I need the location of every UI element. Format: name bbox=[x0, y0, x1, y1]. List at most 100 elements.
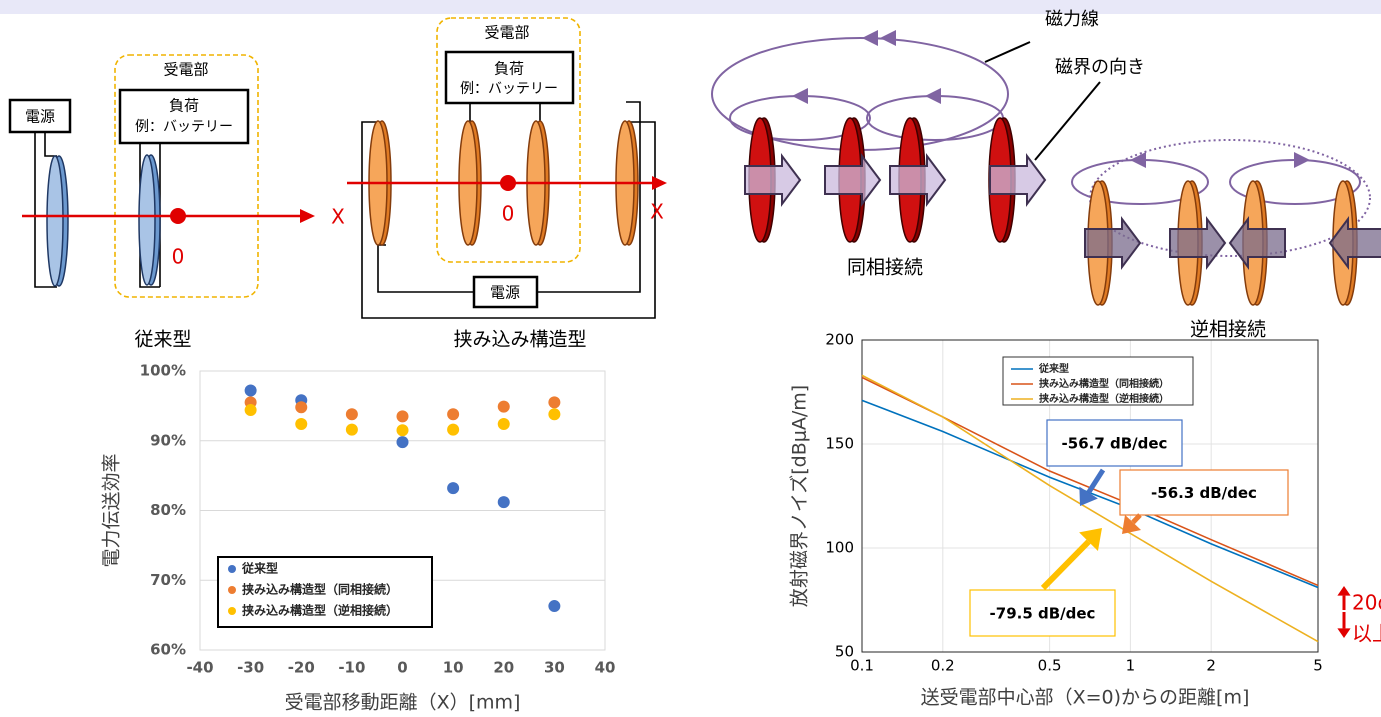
load-label: 負荷 bbox=[169, 97, 199, 115]
anti-phase-label: 逆相接続 bbox=[1190, 319, 1266, 341]
conventional-diagram: 受電部 電源 負荷 例：バッテリー 0 X 従来型 bbox=[10, 55, 345, 351]
x-tick-label: 1 bbox=[1126, 657, 1136, 675]
sandwich-diagram: 受電部 負荷 例：バッテリー 0 X 電源 挟み込み構造型 bbox=[347, 18, 667, 351]
axis-label: X bbox=[650, 200, 664, 224]
y-tick-label: 60% bbox=[150, 641, 186, 659]
power-label: 電源 bbox=[25, 108, 55, 126]
caption: 挟み込み構造型 bbox=[453, 329, 586, 351]
x-axis-title: 受電部移動距離（X）[mm] bbox=[285, 692, 521, 714]
legend-label: 挟み込み構造型（同相接続） bbox=[1039, 377, 1169, 390]
annotation-label: -56.7 dB/dec bbox=[1062, 435, 1168, 453]
legend-label: 挟み込み構造型（逆相接続） bbox=[1039, 392, 1169, 405]
load-label: 負荷 bbox=[494, 60, 524, 78]
data-point bbox=[498, 418, 510, 430]
coil bbox=[47, 156, 63, 286]
callout-line bbox=[1035, 82, 1100, 160]
x-tick-label: 5 bbox=[1313, 657, 1323, 675]
figure: 受電部 電源 負荷 例：バッテリー 0 X 従来型 受電部 負荷 例：バッテリー bbox=[0, 0, 1381, 717]
x-tick-label: -30 bbox=[237, 659, 264, 677]
data-point bbox=[548, 408, 560, 420]
x-tick-label: 10 bbox=[443, 659, 464, 677]
field-direction-label: 磁界の向き bbox=[1055, 57, 1145, 78]
origin-dot bbox=[170, 208, 186, 224]
x-tick-label: 30 bbox=[544, 659, 565, 677]
y-tick-label: 100 bbox=[825, 539, 854, 557]
data-point bbox=[447, 408, 459, 420]
load-example: 例：バッテリー bbox=[135, 119, 233, 135]
x-tick-label: -10 bbox=[338, 659, 365, 677]
legend-marker bbox=[228, 565, 236, 573]
x-axis-title: 送受電部中心部（X=0)からの距離[m] bbox=[921, 687, 1250, 709]
field-line bbox=[867, 96, 1003, 140]
legend-label: 挟み込み構造型（同相接続） bbox=[242, 582, 398, 597]
in-phase-label: 同相接続 bbox=[847, 257, 923, 279]
arrow-head bbox=[1337, 586, 1350, 596]
x-tick-label: 0.5 bbox=[1038, 657, 1062, 675]
legend-label: 従来型 bbox=[1038, 362, 1069, 375]
data-point bbox=[548, 600, 560, 612]
legend-marker bbox=[228, 607, 236, 615]
field-arrow bbox=[1294, 152, 1310, 168]
field-lines-label: 磁力線 bbox=[1045, 9, 1099, 30]
arrow-head bbox=[652, 176, 667, 190]
x-tick-label: 20 bbox=[493, 659, 514, 677]
x-tick-label: -20 bbox=[288, 659, 315, 677]
load-example: 例：バッテリー bbox=[460, 81, 558, 97]
data-point bbox=[548, 396, 560, 408]
field-arrow bbox=[862, 30, 878, 46]
data-point bbox=[346, 424, 358, 436]
top-bar bbox=[0, 0, 1381, 14]
origin-dot bbox=[500, 175, 516, 191]
field-arrow bbox=[880, 30, 896, 46]
legend-label: 従来型 bbox=[241, 561, 278, 576]
arrow-head bbox=[1337, 628, 1350, 638]
y-tick-label: 80% bbox=[150, 501, 186, 519]
data-point bbox=[498, 401, 510, 413]
coil bbox=[139, 155, 155, 285]
axis-label: X bbox=[331, 205, 345, 229]
x-tick-label: 0 bbox=[397, 659, 407, 677]
callout-line bbox=[985, 42, 1030, 62]
x-tick-label: 0.2 bbox=[931, 657, 955, 675]
y-tick-label: 150 bbox=[825, 435, 854, 453]
data-point bbox=[397, 424, 409, 436]
y-axis-title: 放射磁界ノイズ[dBμA/m] bbox=[789, 385, 811, 607]
caption: 従来型 bbox=[134, 329, 191, 351]
legend-label: 挟み込み構造型（逆相接続） bbox=[242, 603, 398, 618]
field-arrow bbox=[1130, 152, 1146, 168]
data-point bbox=[245, 404, 257, 416]
field-arrow bbox=[925, 88, 941, 104]
x-tick-label: -40 bbox=[186, 659, 213, 677]
x-tick-label: 2 bbox=[1206, 657, 1216, 675]
suppression-label: 20dB bbox=[1352, 591, 1381, 615]
data-point bbox=[346, 408, 358, 420]
origin-label: 0 bbox=[502, 202, 515, 226]
data-point bbox=[295, 401, 307, 413]
wire bbox=[45, 132, 57, 156]
y-tick-label: 100% bbox=[140, 362, 186, 380]
x-tick-label: 40 bbox=[595, 659, 616, 677]
power-label: 電源 bbox=[490, 284, 520, 302]
origin-label: 0 bbox=[172, 245, 185, 269]
y-axis-title: 電力伝送効率 bbox=[101, 453, 123, 567]
data-point bbox=[245, 385, 257, 397]
data-point bbox=[447, 424, 459, 436]
field-diagram bbox=[712, 30, 1381, 305]
arrow-head bbox=[300, 209, 315, 223]
data-point bbox=[397, 410, 409, 422]
legend-marker bbox=[228, 586, 236, 594]
wire bbox=[378, 245, 474, 292]
data-point bbox=[498, 496, 510, 508]
y-tick-label: 200 bbox=[825, 331, 854, 349]
x-tick-label: 0.1 bbox=[850, 657, 874, 675]
suppression-label: 以上抑制 bbox=[1352, 622, 1381, 646]
data-point bbox=[447, 482, 459, 494]
field-arrow bbox=[792, 88, 808, 104]
receiver-label: 受電部 bbox=[484, 24, 529, 42]
annotation-label: -56.3 dB/dec bbox=[1151, 484, 1257, 502]
receiver-label: 受電部 bbox=[163, 61, 208, 79]
y-tick-label: 90% bbox=[150, 431, 186, 449]
y-tick-label: 70% bbox=[150, 571, 186, 589]
annotation-label: -79.5 dB/dec bbox=[990, 605, 1096, 623]
data-point bbox=[295, 418, 307, 430]
